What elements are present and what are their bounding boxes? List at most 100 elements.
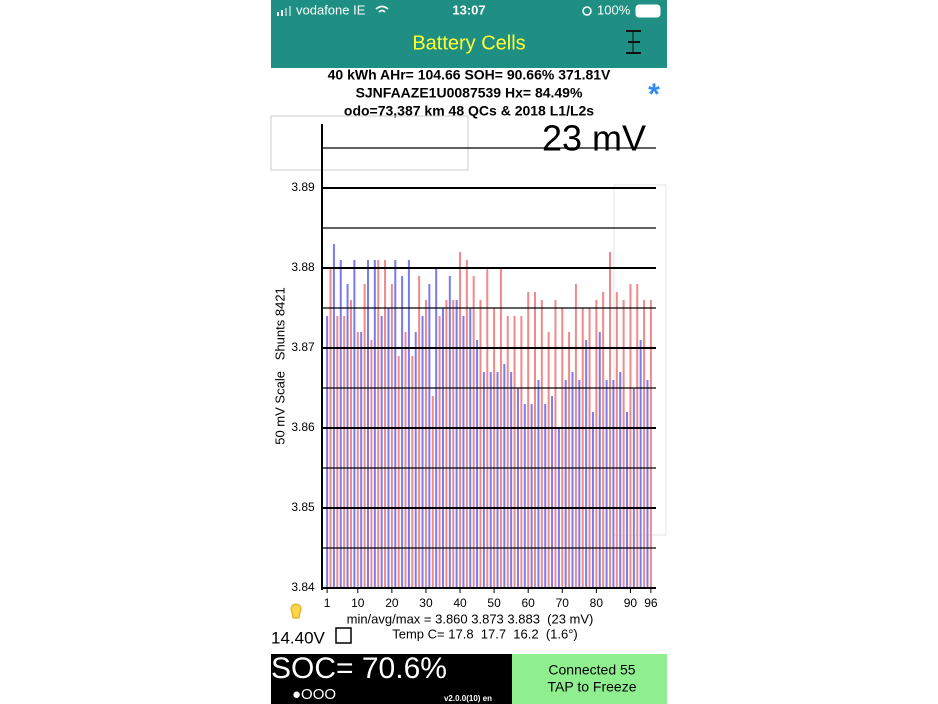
bar [506,316,509,588]
bar [363,284,366,588]
x-tick-label: 30 [419,596,433,610]
bar [496,372,499,588]
bt-marker[interactable]: * [648,78,660,111]
bar [445,300,448,588]
bar [564,380,567,588]
bar [431,396,434,588]
aux-voltage: 14.40V [271,628,326,647]
signal-icon [277,6,291,16]
calendar-icon[interactable] [335,627,352,644]
x-tick-label: 96 [644,596,658,610]
bar [373,260,376,588]
bar [438,316,441,588]
bar [472,276,475,588]
bar [561,308,564,588]
bar [424,300,427,588]
info-line: odo=73,387 km 48 QCs & 2018 L1/L2s [344,103,594,119]
bar [479,300,482,588]
battery-icon [635,4,661,18]
bar [568,332,571,588]
bar [574,284,577,588]
y-tick-label: 3.85 [291,500,315,514]
bar [367,260,370,588]
bar [622,300,625,588]
bar [591,412,594,588]
bar [585,340,588,588]
bar [339,260,342,588]
bar [370,340,373,588]
bar [394,260,397,588]
bar [632,388,635,588]
menu-button[interactable] [626,30,641,54]
bar [462,316,465,588]
bar [353,260,356,588]
bar [636,284,639,588]
bulb-icon [290,603,302,619]
bar [482,372,485,588]
soc: SOC= 70.6% [271,652,447,685]
x-tick-label: 50 [487,596,501,610]
bar [343,316,346,588]
bar [513,316,516,588]
bar [540,300,543,588]
bar [411,356,414,588]
bar [527,292,530,588]
bar [503,364,506,588]
app-title: Battery Cells [412,32,525,54]
bar [452,300,455,588]
overlay-box [270,115,469,171]
bar [428,284,431,588]
bar [544,404,547,588]
x-tick-label: 90 [624,596,638,610]
bar [649,300,652,588]
x-tick-label: 70 [556,596,570,610]
bar [578,380,581,588]
bar [534,292,537,588]
bar [551,396,554,588]
alarm-icon [582,6,592,16]
bar [588,308,591,588]
bar [602,292,605,588]
x-tick-label: 60 [522,596,536,610]
bar [626,412,629,588]
bar [615,292,618,588]
battery-percent: 100% [597,2,631,17]
bar [598,332,601,588]
info-line: SJNFAAZE1U0087539 Hx= 84.49% [356,85,583,101]
bar [455,300,458,588]
bar [390,284,393,588]
bar [530,404,533,588]
x-tick-label: 40 [453,596,467,610]
bar [404,332,407,588]
bar [421,316,424,588]
bar [520,316,523,588]
bar [571,372,574,588]
page-dots[interactable]: ●OOO [292,686,336,703]
bar [605,380,608,588]
wifi-icon [375,5,389,13]
bar [476,340,479,588]
bar [414,332,417,588]
x-tick-label: 1 [324,596,331,610]
x-tick-label: 10 [351,596,365,610]
y-tick-label: 3.89 [291,180,315,194]
connection-status: Connected 55 [548,662,635,678]
bar [401,276,404,588]
freeze-button[interactable] [512,654,667,704]
y-tick-label: 3.86 [291,420,315,434]
clock: 13:07 [452,2,485,17]
bar [407,260,410,588]
bar [380,316,383,588]
carrier: vodafone IE [296,2,366,17]
spread-label: 23 mV [542,118,646,159]
bar [332,244,335,588]
bar [493,308,496,588]
bar [646,380,649,588]
bar [629,284,632,588]
soc-panel [271,654,512,704]
bar [336,316,339,588]
y-tick-label: 3.87 [291,340,315,354]
bar [441,308,444,588]
bar [459,252,462,588]
bar [346,284,349,588]
